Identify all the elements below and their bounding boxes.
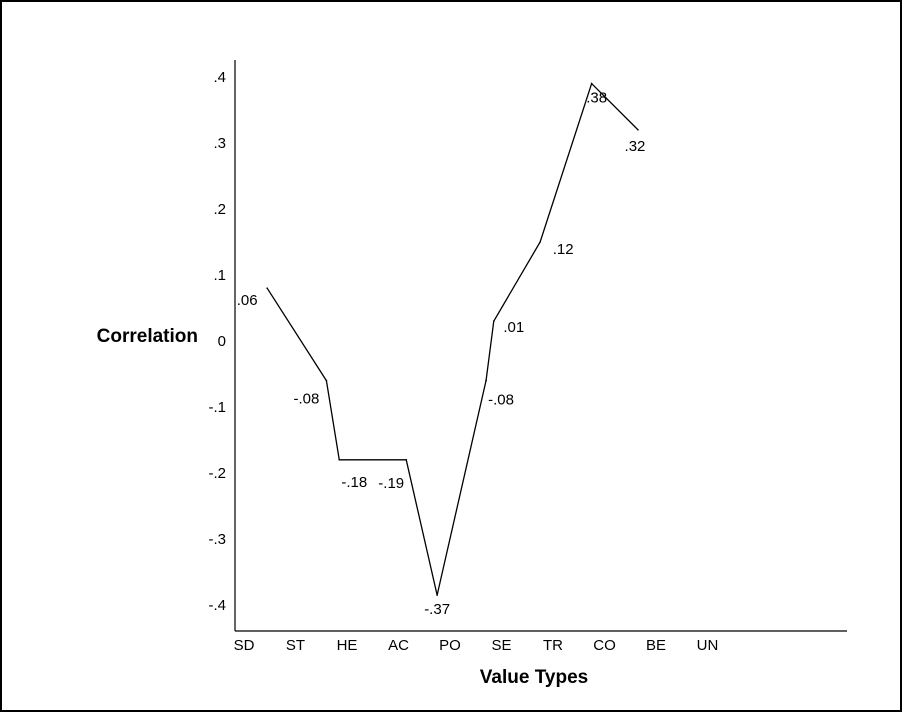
y-tick-label: .4 — [213, 69, 226, 86]
data-label: .06 — [237, 292, 258, 309]
y-tick-label: 0 — [218, 333, 226, 350]
x-tick-label: SD — [234, 637, 255, 654]
series-line — [266, 82, 639, 596]
data-label: -.18 — [341, 474, 367, 491]
data-point — [539, 241, 541, 243]
y-tick-labels: .4 .3 .2 .1 0 -.1 -.2 -.3 -.4 — [208, 69, 226, 614]
x-tick-label: PO — [439, 637, 461, 654]
data-point — [492, 320, 495, 323]
x-tick-label: AC — [388, 637, 409, 654]
data-point — [590, 82, 593, 85]
x-tick-label: UN — [697, 637, 719, 654]
y-tick-label: .1 — [213, 267, 226, 284]
y-axis-title: Correlation — [97, 326, 198, 347]
x-tick-label: ST — [286, 637, 305, 654]
data-label: .38 — [586, 90, 607, 107]
x-tick-label: TR — [543, 637, 563, 654]
data-labels: .06 -.08 -.18 -.19 -.37 -.08 .01 .12 .38 .32 — [237, 90, 646, 618]
x-tick-label: BE — [646, 637, 666, 654]
data-label: -.19 — [378, 475, 404, 492]
data-point — [637, 129, 639, 131]
x-tick-label: SE — [491, 637, 511, 654]
data-label: -.37 — [424, 601, 450, 618]
data-label: .01 — [503, 319, 524, 336]
data-label: .12 — [553, 241, 574, 258]
data-label: -.08 — [293, 391, 319, 408]
axes — [234, 60, 847, 632]
x-tick-label: HE — [337, 637, 358, 654]
y-tick-label: -.2 — [208, 465, 226, 482]
data-point — [436, 594, 438, 596]
x-tick-label: CO — [593, 637, 616, 654]
data-label: .32 — [625, 138, 646, 155]
data-point — [485, 379, 487, 382]
data-point — [325, 379, 328, 382]
y-tick-label: -.1 — [208, 399, 226, 416]
data-point — [405, 459, 408, 461]
data-label: -.08 — [488, 392, 514, 409]
y-tick-label: .2 — [213, 201, 226, 218]
y-tick-label: -.4 — [208, 597, 226, 614]
data-point — [338, 459, 341, 461]
data-points — [266, 82, 639, 596]
x-axis-title: Value Types — [480, 667, 588, 688]
x-tick-labels: SD ST HE AC PO SE TR CO BE UN — [234, 637, 719, 654]
data-point — [266, 287, 268, 290]
y-tick-label: .3 — [213, 135, 226, 152]
y-tick-label: -.3 — [208, 531, 226, 548]
